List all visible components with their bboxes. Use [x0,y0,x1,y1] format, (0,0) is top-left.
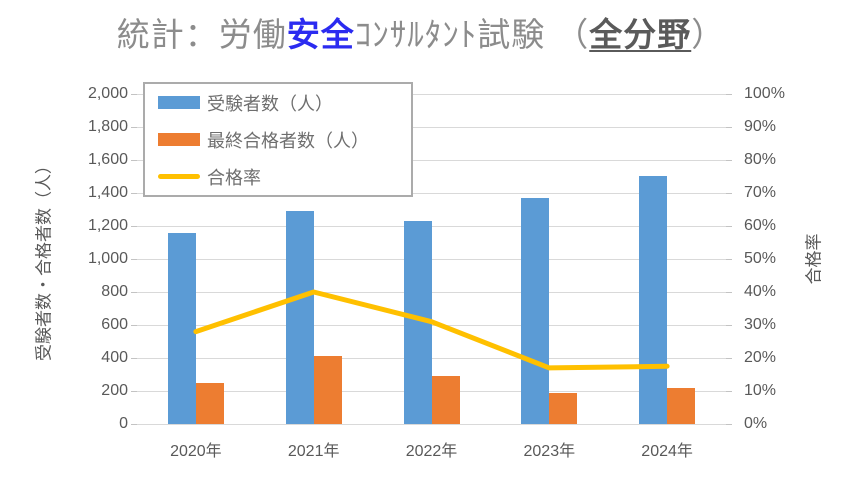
left-tick-label: 600 [101,316,128,333]
left-tick-label: 1,800 [87,118,128,135]
legend: 受験者数（人） 最終合格者数（人） 合格率 [143,82,413,197]
left-tick [131,127,137,128]
left-tick-label: 2,000 [87,85,128,102]
title-highlight: 安全 [286,16,355,53]
right-tick-label: 40% [744,283,777,300]
right-tick [726,226,732,227]
gridline [137,127,726,128]
left-axis-tick-labels: 0 200 400 600 800 1,000 1,200 1,400 1,600 1,800 2,… [0,85,128,432]
left-tick-label: 1,600 [87,151,128,168]
left-tick [131,325,137,326]
gridline [137,193,726,194]
right-tick-label: 90% [744,118,777,135]
right-tick-label: 80% [744,151,777,168]
left-tick [131,259,137,260]
bar-passers [196,383,224,424]
legend-bar-swatch [158,96,200,109]
left-tick-label: 1,400 [87,184,128,201]
x-axis-label: 2020年 [170,443,222,460]
legend-item: 受験者数（人） [145,84,411,121]
gridline [137,160,726,161]
right-tick [726,358,732,359]
left-tick-label: 200 [101,382,128,399]
right-tick [726,391,732,392]
bar-passers [667,388,695,424]
right-tick [726,193,732,194]
left-tick-label: 1,200 [87,217,128,234]
right-tick [726,259,732,260]
bar-passers [432,376,460,424]
right-tick [726,292,732,293]
right-tick-label: 20% [744,349,777,366]
left-tick [131,391,137,392]
gridline [137,424,726,425]
left-tick [131,358,137,359]
right-tick-label: 70% [744,184,777,201]
x-axis-label: 2022年 [405,443,458,460]
legend-line-swatch [158,174,200,179]
bar-examinees [521,198,549,424]
bar-examinees [639,176,667,424]
bar-passers [314,356,342,424]
legend-item: 合格率 [145,158,411,195]
bar-passers [549,393,577,424]
left-tick-label: 1,000 [87,250,128,267]
left-tick [131,226,137,227]
left-tick [131,160,137,161]
bar-examinees [286,211,314,424]
left-tick [131,94,137,95]
title-open-paren: （ [555,16,590,53]
legend-bar-swatch [158,133,200,146]
right-tick [726,94,732,95]
left-tick-label: 0 [119,415,128,432]
pass-rate-polyline [193,289,670,371]
chart-title: 統計：労働安全ｺﾝｻﾙﾀﾝﾄ試験 （全分野） [0,8,842,56]
right-tick-label: 0% [744,415,768,432]
right-tick-label: 10% [744,382,777,399]
right-tick [726,325,732,326]
right-tick [726,127,732,128]
x-axis-label: 2021年 [287,443,340,460]
legend-label: 合格率 [207,167,261,188]
right-axis-tick-labels: 0% 10% 20% 30% 40% 50% 60% 70% 80% 90% 100% [744,85,814,432]
right-tick-label: 30% [744,316,777,333]
gridline [137,94,726,95]
left-tick [131,424,137,425]
right-tick [726,424,732,425]
left-tick-label: 400 [101,349,128,366]
left-tick-label: 800 [101,283,128,300]
x-axis-labels: 2020年 2021年 2022年 2023年 2024年 [137,437,726,461]
title-middle: ｺﾝｻﾙﾀﾝﾄ試験 [354,16,546,53]
right-tick-label: 100% [744,85,785,102]
title-prefix: 統計：労働 [116,16,287,53]
right-tick-label: 60% [744,217,777,234]
legend-label: 受験者数（人） [207,93,333,114]
legend-item: 最終合格者数（人） [145,121,411,158]
plot-area [131,94,732,425]
legend-label: 最終合格者数（人） [207,130,369,151]
left-tick [131,292,137,293]
x-axis-label: 2024年 [641,443,693,460]
left-tick [131,193,137,194]
title-emphasis: 全分野 [589,16,692,53]
right-tick-label: 50% [744,250,777,267]
x-axis-label: 2023年 [523,443,576,460]
title-close-paren: ） [691,16,726,53]
bar-examinees [168,233,196,424]
pass-rate-line [193,289,670,371]
right-tick [726,160,732,161]
